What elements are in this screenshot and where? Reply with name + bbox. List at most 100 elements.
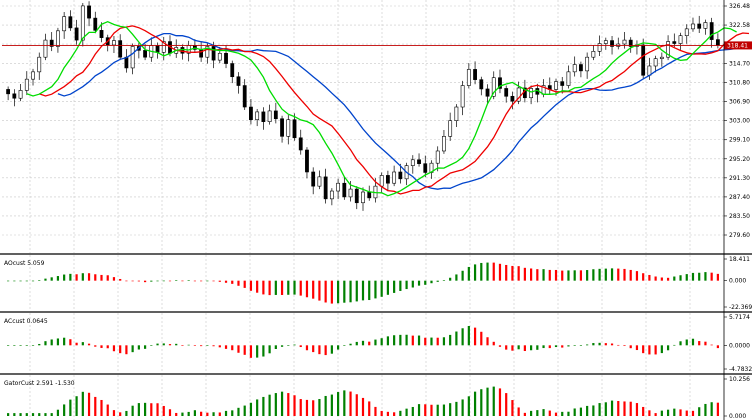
histogram-bar [25, 413, 28, 416]
histogram-bar [461, 399, 464, 416]
histogram-bar [592, 405, 595, 416]
histogram-bar [81, 391, 84, 416]
histogram-bar [162, 280, 165, 282]
histogram-bar [249, 280, 253, 291]
histogram-bar [666, 345, 670, 351]
histogram-bar [75, 396, 78, 416]
candle [610, 40, 614, 47]
y-tick-label: 295.20 [729, 156, 750, 163]
histogram-bar [716, 402, 719, 416]
histogram-bar [598, 268, 601, 281]
histogram-bar [361, 397, 365, 416]
histogram-bar [685, 339, 688, 346]
candle [498, 77, 502, 89]
osc-tick-label: 0.000 [729, 413, 746, 420]
price-pane [2, 1, 752, 211]
histogram-bar [168, 409, 172, 416]
histogram-bar [660, 345, 663, 354]
histogram-bar [548, 269, 551, 281]
histogram-bar [143, 280, 147, 283]
histogram-bar [368, 341, 371, 346]
histogram-bar [224, 280, 228, 283]
histogram-bar [355, 280, 358, 302]
histogram-bar [268, 345, 271, 354]
histogram-bar [455, 331, 458, 346]
y-tick-label: 279.60 [729, 232, 750, 239]
y-tick-label: 310.80 [729, 80, 750, 87]
histogram-bar [19, 280, 22, 282]
histogram-bar [224, 410, 228, 416]
histogram-bar [554, 345, 558, 348]
histogram-bar [530, 268, 533, 281]
histogram-bar [13, 345, 16, 346]
histogram-bar [561, 411, 564, 416]
histogram-bar [181, 345, 184, 346]
histogram-bar [200, 280, 203, 282]
candle [311, 171, 316, 187]
candle [485, 88, 490, 97]
histogram-bar [69, 399, 72, 416]
histogram-bar [467, 325, 470, 346]
histogram-bar [262, 345, 265, 357]
candle [454, 106, 459, 121]
y-tick-label: 326.48 [729, 3, 750, 10]
histogram-bar [573, 408, 576, 416]
candle [435, 150, 440, 164]
histogram-bar [548, 410, 551, 416]
histogram-bar [517, 266, 520, 281]
histogram-bar [324, 345, 327, 356]
candle [118, 40, 123, 58]
histogram-bar [231, 345, 234, 351]
candle [442, 136, 446, 152]
histogram-bar [492, 386, 495, 416]
histogram-bar [193, 280, 196, 282]
histogram-bar [579, 345, 583, 346]
candle [628, 39, 633, 47]
histogram-bar [648, 345, 651, 355]
histogram-bar [287, 393, 290, 416]
histogram-bar [38, 280, 41, 281]
candle [554, 81, 558, 90]
histogram-bar [175, 280, 178, 281]
candle [566, 71, 571, 86]
candle [43, 39, 48, 58]
histogram-bar [19, 345, 22, 346]
candle [273, 110, 278, 120]
histogram-bar [125, 345, 128, 355]
histogram-bar [112, 277, 116, 281]
histogram-bar [542, 269, 545, 281]
histogram-bar [486, 262, 489, 281]
candle [697, 23, 702, 29]
histogram-bar [642, 273, 645, 281]
histogram-bar [7, 345, 10, 346]
candle [24, 78, 29, 91]
candle [249, 106, 253, 121]
histogram-bar [19, 413, 22, 416]
histogram-bar [480, 389, 483, 416]
histogram-bar [691, 410, 695, 416]
histogram-bar [648, 410, 651, 416]
histogram-bar [679, 341, 682, 346]
histogram-bar [193, 345, 196, 346]
candle [448, 120, 453, 137]
histogram-bar [623, 401, 626, 416]
histogram-bar [698, 272, 701, 281]
histogram-bar [604, 402, 607, 416]
histogram-bar [530, 345, 533, 351]
histogram-bar [716, 345, 719, 349]
candle [398, 171, 403, 180]
histogram-bar [623, 268, 626, 281]
moving-average-line [26, 20, 737, 197]
histogram-bar [635, 345, 639, 351]
histogram-bar [268, 394, 271, 416]
candle [280, 118, 284, 137]
candle [205, 46, 210, 58]
histogram-bar [137, 345, 140, 350]
histogram-bar [293, 280, 296, 295]
y-tick-label: 283.50 [729, 213, 750, 220]
histogram-bar [112, 345, 116, 352]
candle [199, 49, 204, 58]
histogram-bar [567, 345, 570, 347]
osc-tick-label: -22.369 [729, 304, 752, 311]
